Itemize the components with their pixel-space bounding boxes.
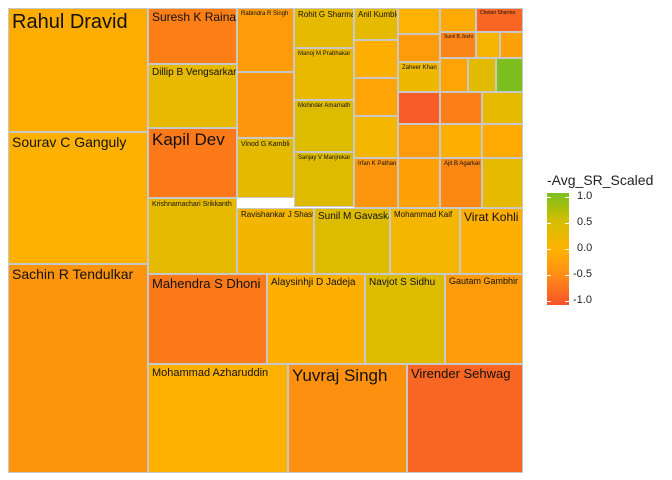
legend-tick-mark	[547, 197, 551, 198]
tile-label: Chetan Sharma	[480, 10, 516, 16]
treemap-tile: Dillip B Vengsarkar	[148, 64, 237, 128]
treemap-tile: Anil Kumble	[354, 8, 398, 40]
treemap-tile: Irfan K Pathan	[354, 158, 398, 208]
treemap-tile	[482, 92, 523, 124]
treemap-tile: Mohinder Amarnath	[294, 100, 354, 152]
legend-tick-mark	[565, 197, 569, 198]
treemap-tile: Zaheer Khan	[398, 62, 440, 92]
legend-tick-label: 1.0	[577, 190, 593, 202]
legend-tick-mark	[565, 249, 569, 250]
treemap-tile: Yuvraj Singh	[288, 364, 407, 473]
legend-color-bar	[547, 193, 569, 305]
tile-label: Suresh K Raina	[152, 10, 237, 24]
treemap-tile: Krishnamachari Srikkanth	[148, 198, 237, 274]
treemap-tile: Vinod G Kambli	[237, 138, 294, 198]
legend-tick-mark	[565, 223, 569, 224]
treemap-tile	[482, 158, 523, 208]
treemap-tile: Kapil Dev	[148, 128, 237, 198]
treemap-tile: Navjot S Sidhu	[365, 274, 445, 364]
tile-label: Dillip B Vengsarkar	[152, 67, 237, 78]
treemap-tile	[440, 58, 468, 92]
treemap-tile	[440, 8, 476, 32]
treemap-tile: Sunil B Joshi	[440, 32, 476, 58]
legend-tick-label: -0.5	[573, 268, 592, 280]
treemap-tile	[476, 32, 500, 58]
tile-label: Mahendra S Dhoni	[152, 276, 261, 291]
treemap-tile: Rohit G Sharma	[294, 8, 354, 48]
treemap-tile: Mohammad Kaif	[390, 208, 460, 274]
tile-label: Mohinder Amarnath	[298, 103, 351, 109]
treemap-tile	[468, 58, 496, 92]
treemap-tile	[354, 116, 398, 158]
treemap-tile: Virat Kohli	[460, 208, 523, 274]
tile-label: Yuvraj Singh	[292, 366, 388, 385]
legend-tick-mark	[547, 275, 551, 276]
treemap-tile: Manoj M Prabhakar	[294, 48, 354, 100]
tile-label: Alaysinhji D Jadeja	[271, 277, 356, 288]
tile-label: Rohit G Sharma	[298, 10, 354, 19]
treemap-tile	[482, 124, 523, 158]
treemap-tile: Gautam Gambhir	[445, 274, 523, 364]
tile-label: Sanjay V Manjrekar	[298, 155, 351, 161]
treemap-tile: Suresh K Raina	[148, 8, 237, 64]
tile-label: Ajit B Agarkar	[444, 161, 481, 167]
tile-label: Irfan K Pathan	[358, 161, 397, 167]
treemap-tile: Ajit B Agarkar	[440, 158, 482, 208]
legend-tick-mark	[547, 301, 551, 302]
treemap-tile	[398, 158, 440, 208]
treemap-tile	[237, 72, 294, 138]
tile-label: Rahul Dravid	[12, 11, 128, 33]
treemap-tile: Virender Sehwag	[407, 364, 523, 473]
tile-label: Sunil M Gavaskar	[318, 211, 390, 222]
tile-label: Anil Kumble	[358, 10, 398, 19]
legend-tick-mark	[565, 301, 569, 302]
tile-label: Navjot S Sidhu	[369, 277, 436, 288]
legend-tick-mark	[547, 249, 551, 250]
treemap-tile	[440, 92, 482, 124]
tile-label: Sachin R Tendulkar	[12, 266, 134, 282]
treemap-tile: Sanjay V Manjrekar	[294, 152, 354, 207]
color-legend: -Avg_SR_Scaled 1.0 0.5 0.0 -0.5 -1.0	[547, 172, 667, 312]
treemap-tile: Mohammad Azharuddin	[148, 364, 288, 473]
tile-label: Gautam Gambhir	[449, 276, 519, 286]
tile-label: Kapil Dev	[152, 130, 225, 149]
treemap-tile: Rahul Dravid	[8, 8, 148, 132]
tile-label: Sourav C Ganguly	[12, 134, 127, 150]
treemap-tile: Rabindra R Singh	[237, 8, 294, 72]
tile-label: Virat Kohli	[464, 210, 519, 224]
treemap-tile	[440, 124, 482, 158]
tile-label: Vinod G Kambli	[241, 141, 290, 148]
tile-label: Mohammad Azharuddin	[152, 367, 269, 379]
legend-tick-mark	[547, 223, 551, 224]
treemap-tile	[354, 78, 398, 116]
legend-tick-label: 0.0	[577, 242, 593, 254]
tile-label: Manoj M Prabhakar	[298, 51, 351, 57]
tile-label: Rabindra R Singh	[241, 11, 289, 17]
treemap-tile	[496, 58, 523, 92]
treemap-tile: Ravishankar J Shastri	[237, 208, 314, 274]
tile-label: Zaheer Khan	[402, 65, 437, 71]
treemap-tile: Sourav C Ganguly	[8, 132, 148, 264]
tile-label: Virender Sehwag	[411, 366, 511, 381]
legend-tick-label: 0.5	[577, 216, 593, 228]
legend-title: -Avg_SR_Scaled	[547, 172, 654, 188]
treemap-tile	[398, 124, 440, 158]
treemap-tile	[398, 92, 440, 124]
treemap-tile: Alaysinhji D Jadeja	[267, 274, 365, 364]
treemap-tile: Sachin R Tendulkar	[8, 264, 148, 473]
legend-tick-label: -1.0	[573, 294, 592, 306]
treemap-tile: Chetan Sharma	[476, 8, 523, 32]
treemap-tile: Sunil M Gavaskar	[314, 208, 390, 274]
tile-label: Sunil B Joshi	[444, 34, 473, 40]
tile-label: Ravishankar J Shastri	[241, 210, 314, 219]
tile-label: Mohammad Kaif	[394, 210, 453, 219]
tile-label: Krishnamachari Srikkanth	[152, 201, 232, 208]
treemap-tile	[398, 34, 440, 62]
treemap-tile: Mahendra S Dhoni	[148, 274, 267, 364]
treemap-tile	[398, 8, 440, 34]
legend-tick-mark	[565, 275, 569, 276]
treemap-tile	[500, 32, 523, 58]
treemap-tile	[354, 40, 398, 78]
